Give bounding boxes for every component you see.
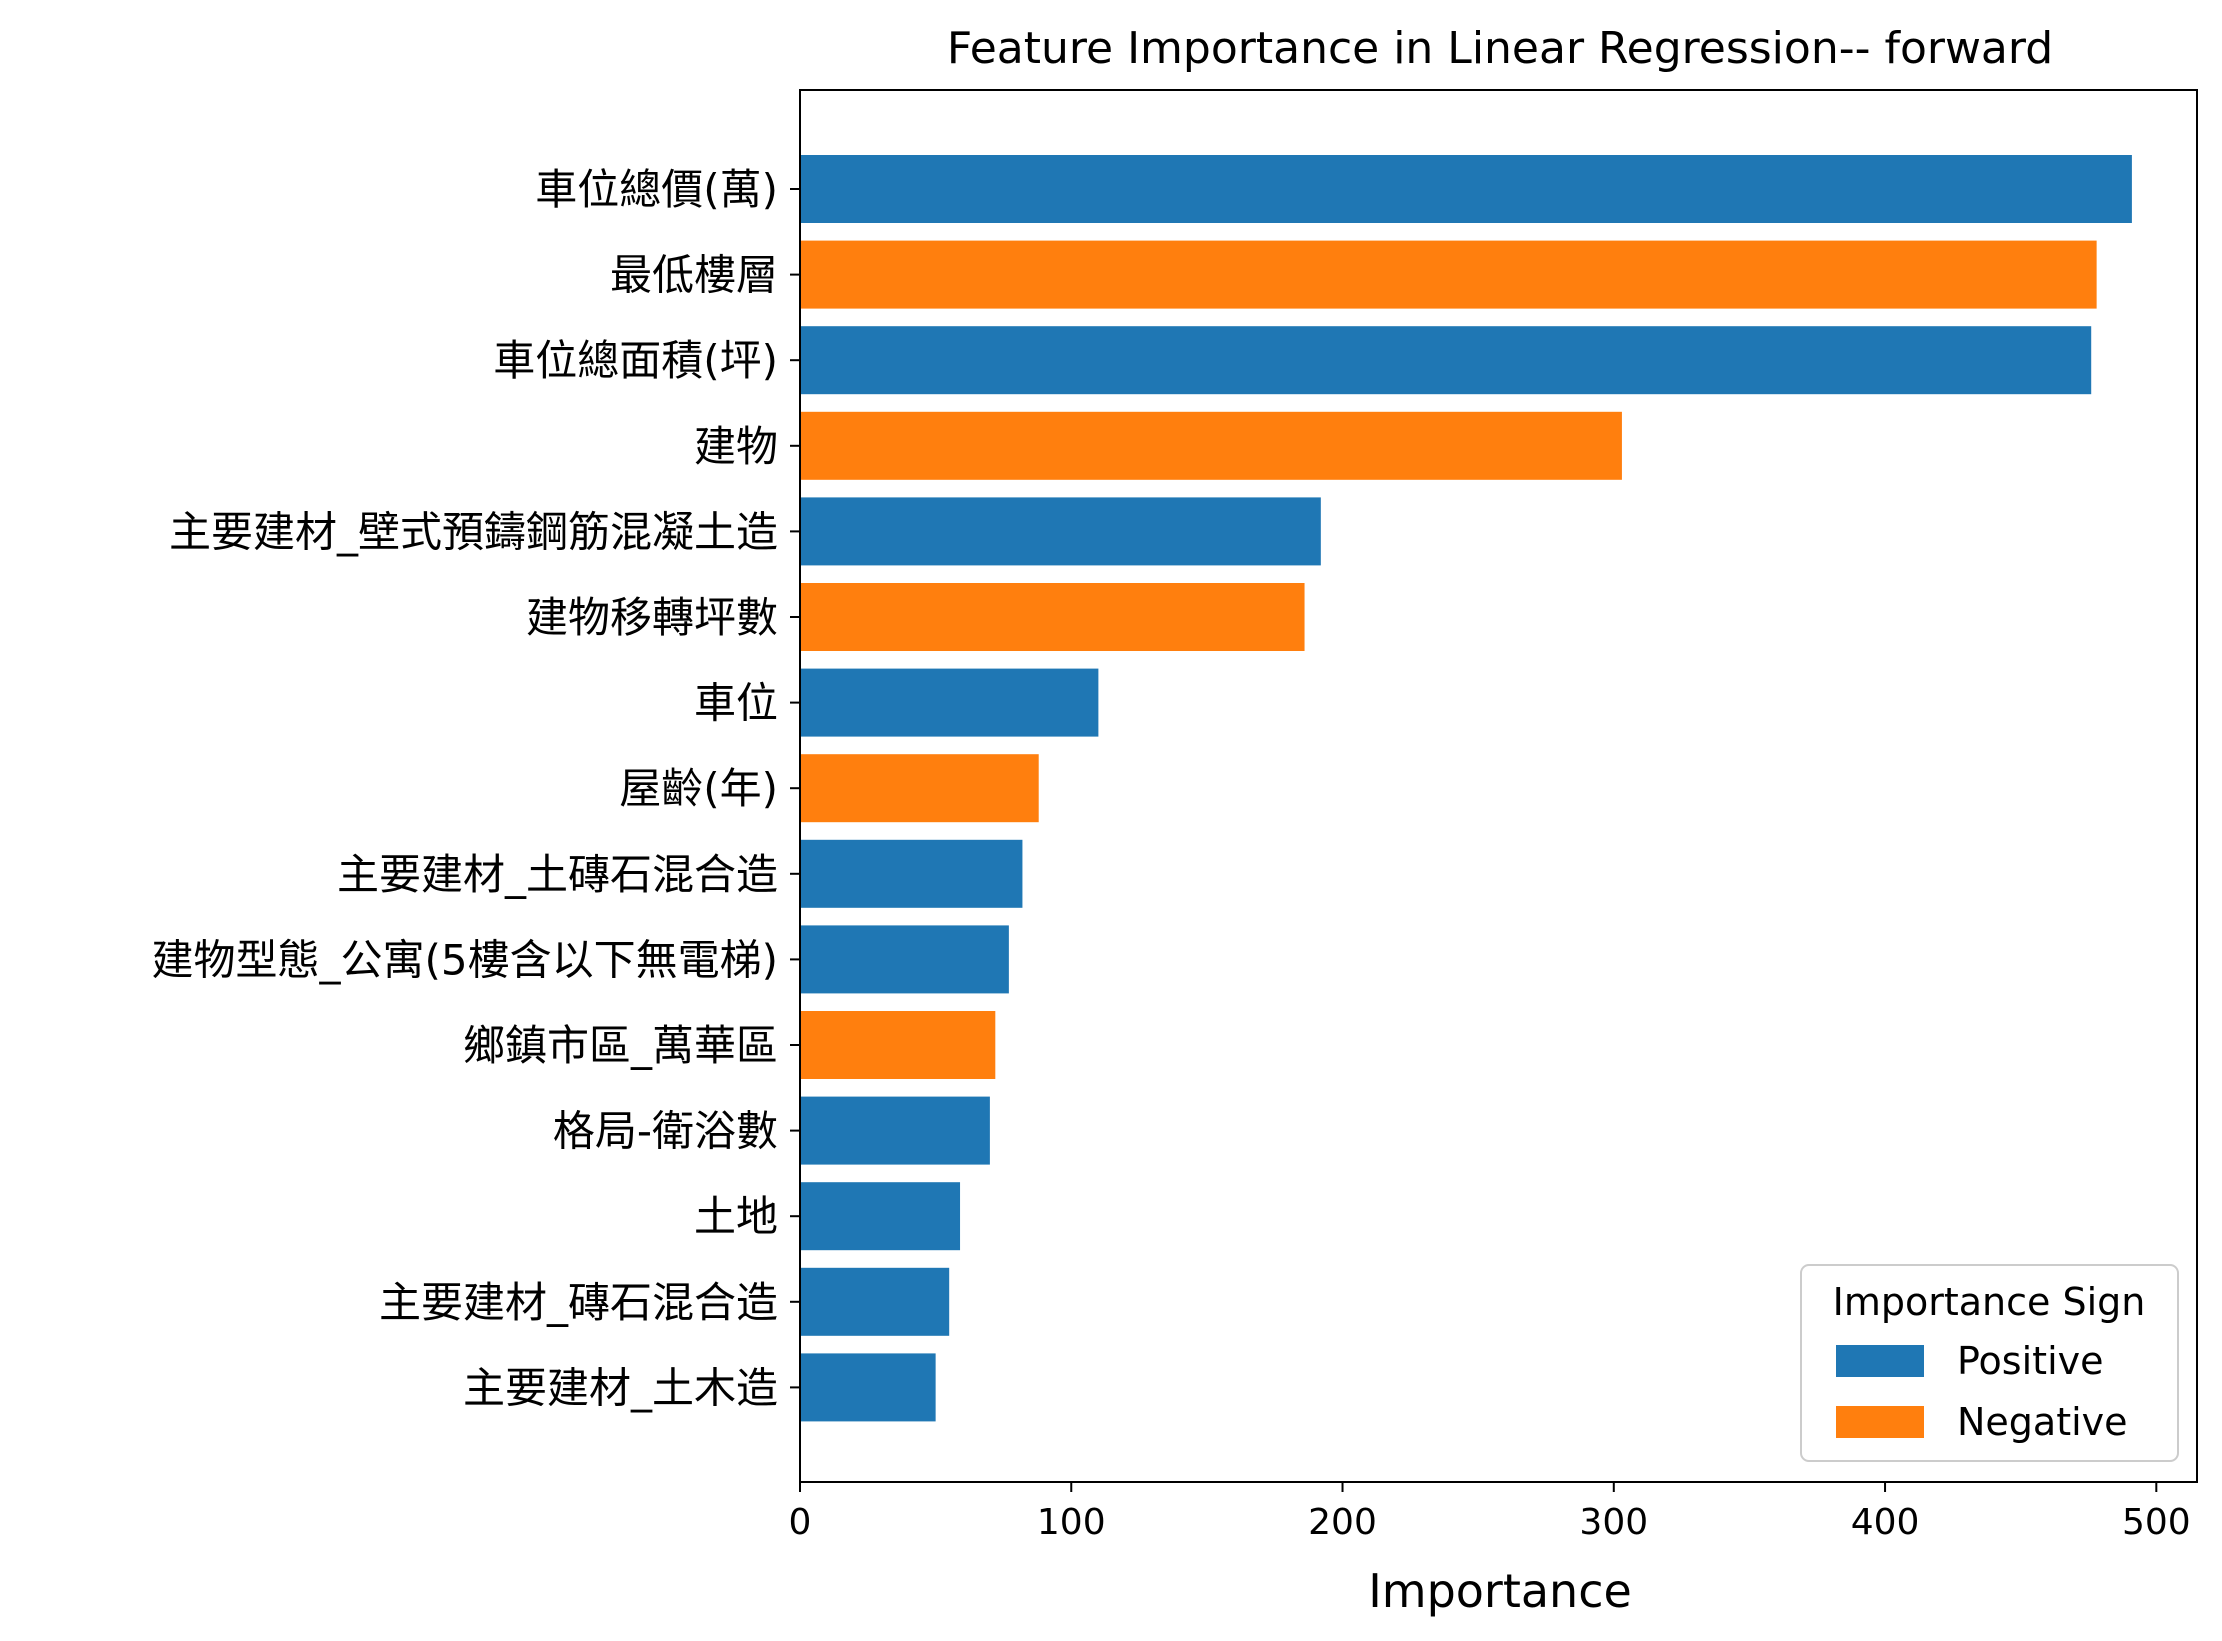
plot-frame	[799, 89, 2198, 1483]
bar-13	[800, 1182, 961, 1251]
y-tick-label-11: 鄉鎮市區_萬華區	[463, 1021, 778, 1070]
y-tick-label-12: 格局-衛浴數	[553, 1107, 778, 1156]
legend-label-negative: Negative	[1957, 1400, 2128, 1444]
y-tick-label-9: 主要建材_土磚石混合造	[337, 850, 778, 899]
bar-12	[800, 1096, 990, 1165]
bar-7	[800, 668, 1099, 737]
y-tick-label-8: 屋齡(年)	[619, 764, 778, 813]
y-tick-label-4: 建物	[694, 422, 778, 471]
bar-8	[800, 754, 1039, 823]
bar-15	[800, 1353, 936, 1422]
legend-label-positive: Positive	[1957, 1339, 2104, 1383]
x-tick-label-100: 100	[1037, 1502, 1106, 1543]
y-tick-label-6: 建物移轉坪數	[526, 593, 778, 642]
y-tick-label-14: 主要建材_磚石混合造	[379, 1278, 778, 1327]
y-tick-label-2: 最低樓層	[610, 251, 778, 300]
bar-6	[800, 583, 1305, 651]
legend-swatch-negative	[1836, 1406, 1924, 1438]
bar-3	[800, 326, 2092, 395]
y-tick-label-15: 主要建材_土木造	[463, 1363, 778, 1412]
y-tick-label-13: 土地	[694, 1192, 778, 1241]
x-tick-label-0: 0	[789, 1502, 812, 1543]
bar-2	[800, 240, 2097, 309]
y-tick-label-10: 建物型態_公寓(5樓含以下無電梯)	[152, 935, 779, 984]
bar-1	[800, 155, 2132, 223]
chart-title: Feature Importance in Linear Regression-…	[947, 23, 2053, 74]
x-tick-label-500: 500	[2122, 1502, 2191, 1543]
legend-swatch-positive	[1836, 1345, 1924, 1377]
legend: Importance Sign Positive Negative	[1800, 1264, 2179, 1462]
x-tick-label-200: 200	[1308, 1502, 1377, 1543]
bar-9	[800, 839, 1023, 908]
y-tick-label-5: 主要建材_壁式預鑄鋼筋混凝土造	[169, 507, 778, 556]
bar-10	[800, 925, 1009, 994]
bar-14	[800, 1267, 950, 1336]
y-tick-label-7: 車位	[694, 679, 778, 728]
x-axis-ticks: 0 100 200 300 400 500	[789, 1482, 2191, 1543]
x-tick-label-300: 300	[1579, 1502, 1648, 1543]
bar-5	[800, 497, 1321, 566]
bars-group	[800, 155, 2132, 1422]
x-tick-label-400: 400	[1851, 1502, 1920, 1543]
legend-title: Importance Sign	[1833, 1280, 2146, 1324]
bar-11	[800, 1011, 996, 1079]
bar-4	[800, 411, 1622, 480]
y-tick-label-3: 車位總面積(坪)	[493, 336, 778, 385]
y-tick-label-1: 車位總價(萬)	[535, 165, 778, 214]
x-axis-label: Importance	[1368, 1564, 1632, 1618]
